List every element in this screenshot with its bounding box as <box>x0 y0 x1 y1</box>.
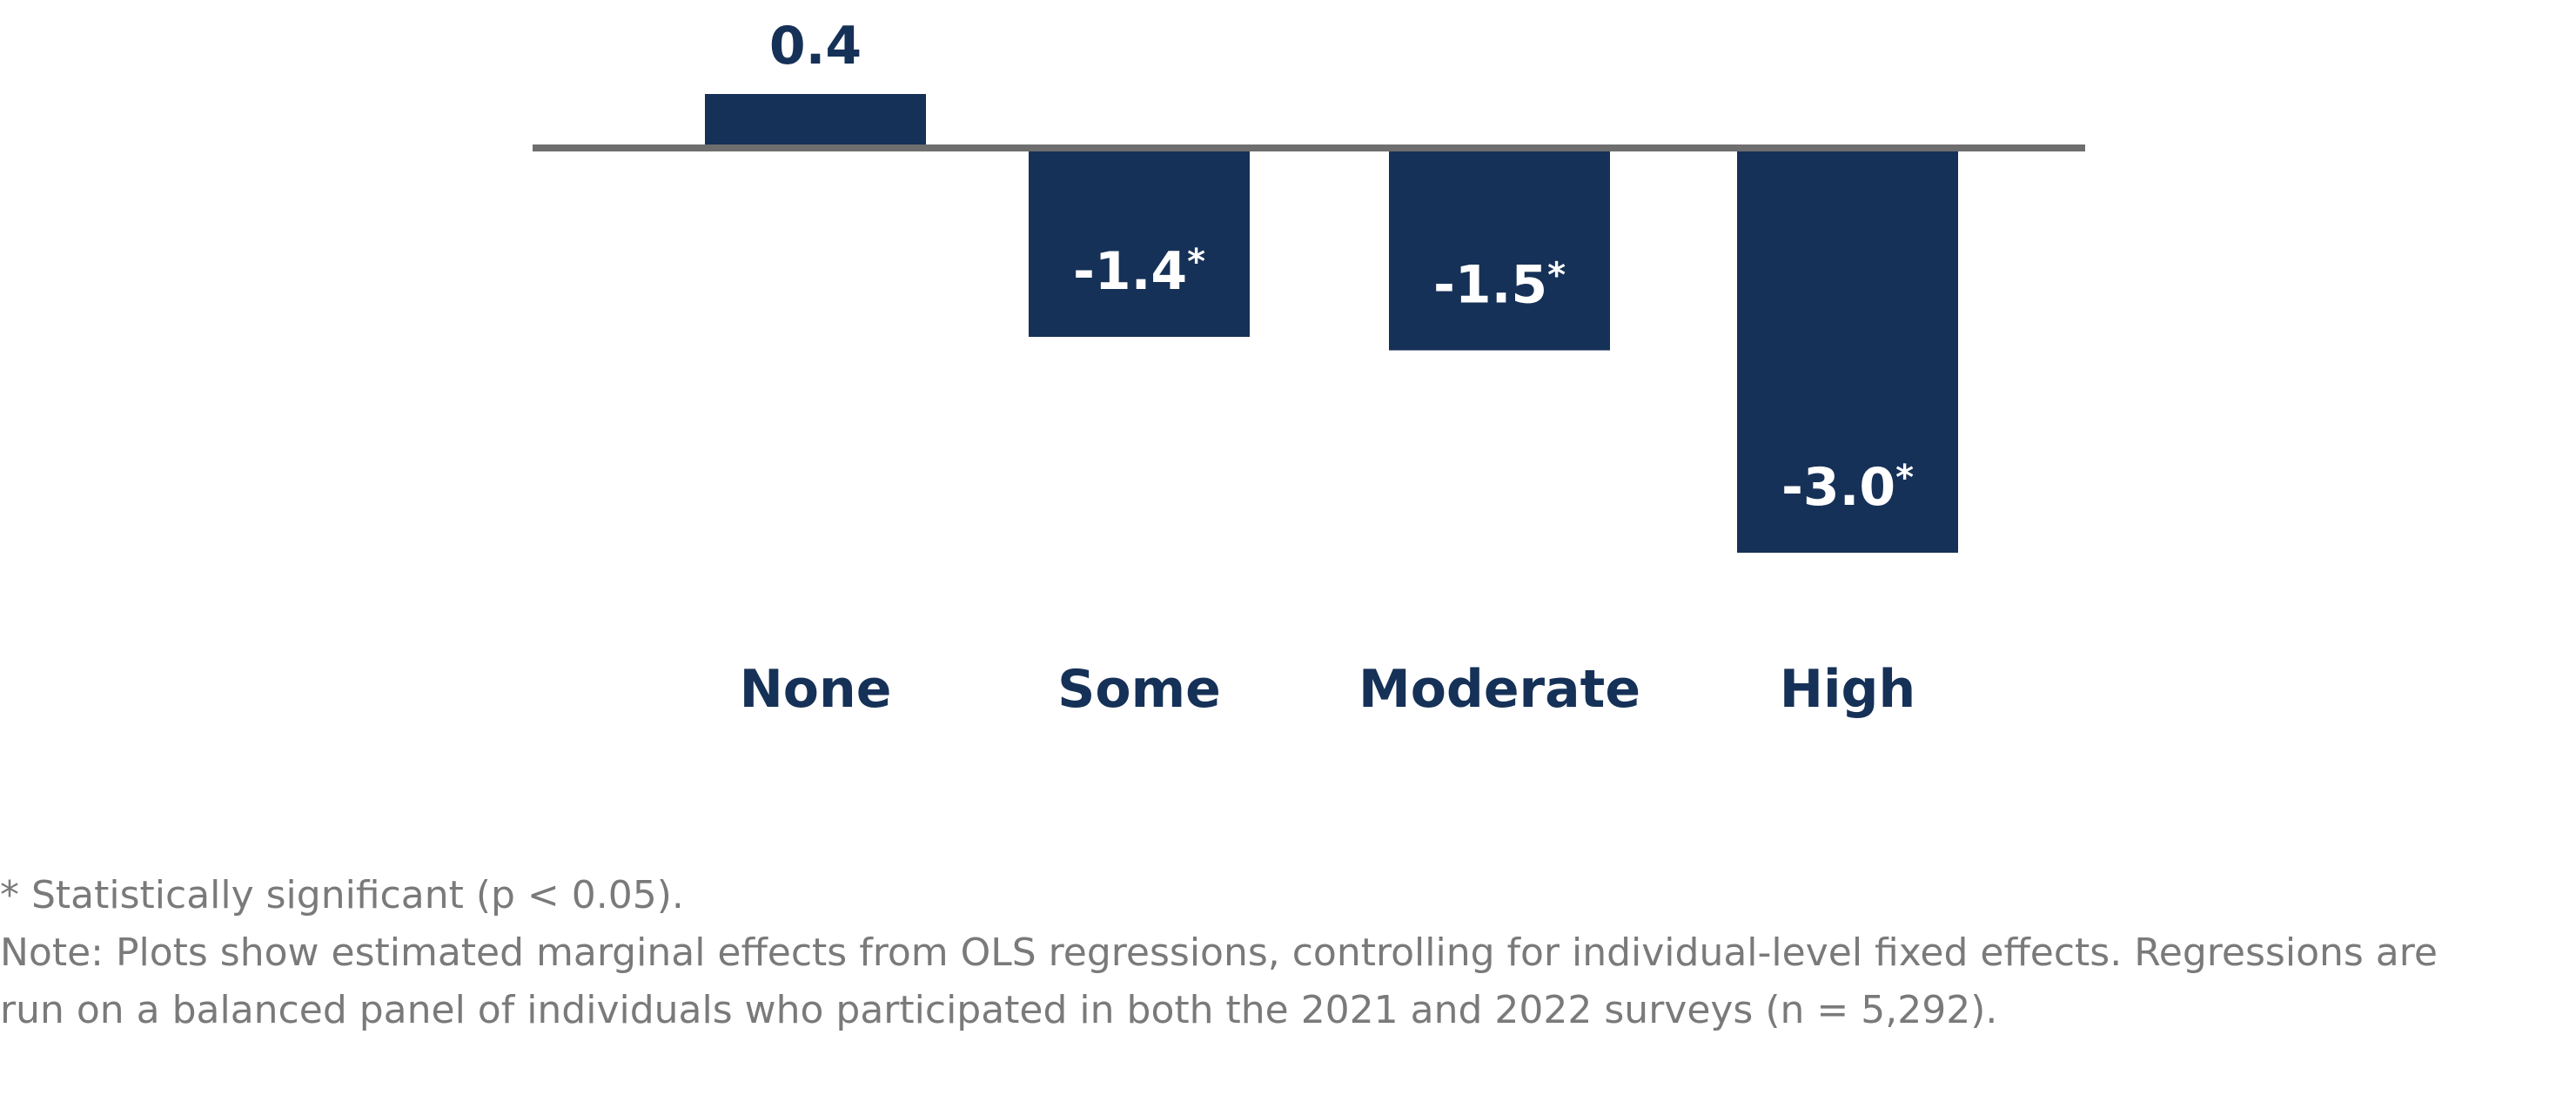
category-label-moderate: Moderate <box>1358 659 1640 720</box>
value-label-moderate: -1.5* <box>1433 255 1566 316</box>
bar-high <box>1737 148 1958 553</box>
significance-star: * <box>1187 242 1205 282</box>
bar-moderate <box>1389 148 1610 351</box>
x-axis-title: Level of financial stress from inflation <box>923 759 1741 766</box>
value-label-high: -3.0* <box>1781 457 1914 518</box>
value-labels-group: 0.4 -1.4* -1.5* -3.0* <box>769 16 1914 518</box>
category-label-high: High <box>1780 659 1915 720</box>
category-label-none: None <box>740 659 892 720</box>
value-label-none: 0.4 <box>769 16 862 77</box>
significance-star: * <box>1895 458 1914 498</box>
bar-chart: 0.4-1.4* -1.5*-3.0* None Some Moderate High … <box>533 16 2085 766</box>
bars-group <box>705 94 1958 553</box>
methodology-note-line-1: Note: Plots show estimated marginal effe… <box>0 930 2438 975</box>
category-label-some: Some <box>1057 659 1221 720</box>
significance-footnote: * Statistically significant (p < 0.05). <box>0 873 684 917</box>
significance-star: * <box>1547 256 1566 296</box>
category-labels-group: None Some Moderate High <box>740 659 1916 720</box>
methodology-note-line-2: run on a balanced panel of individuals w… <box>0 988 1998 1032</box>
value-label-some: -1.4* <box>1073 241 1205 302</box>
bar-none <box>705 94 926 148</box>
bar-some <box>1029 148 1250 337</box>
